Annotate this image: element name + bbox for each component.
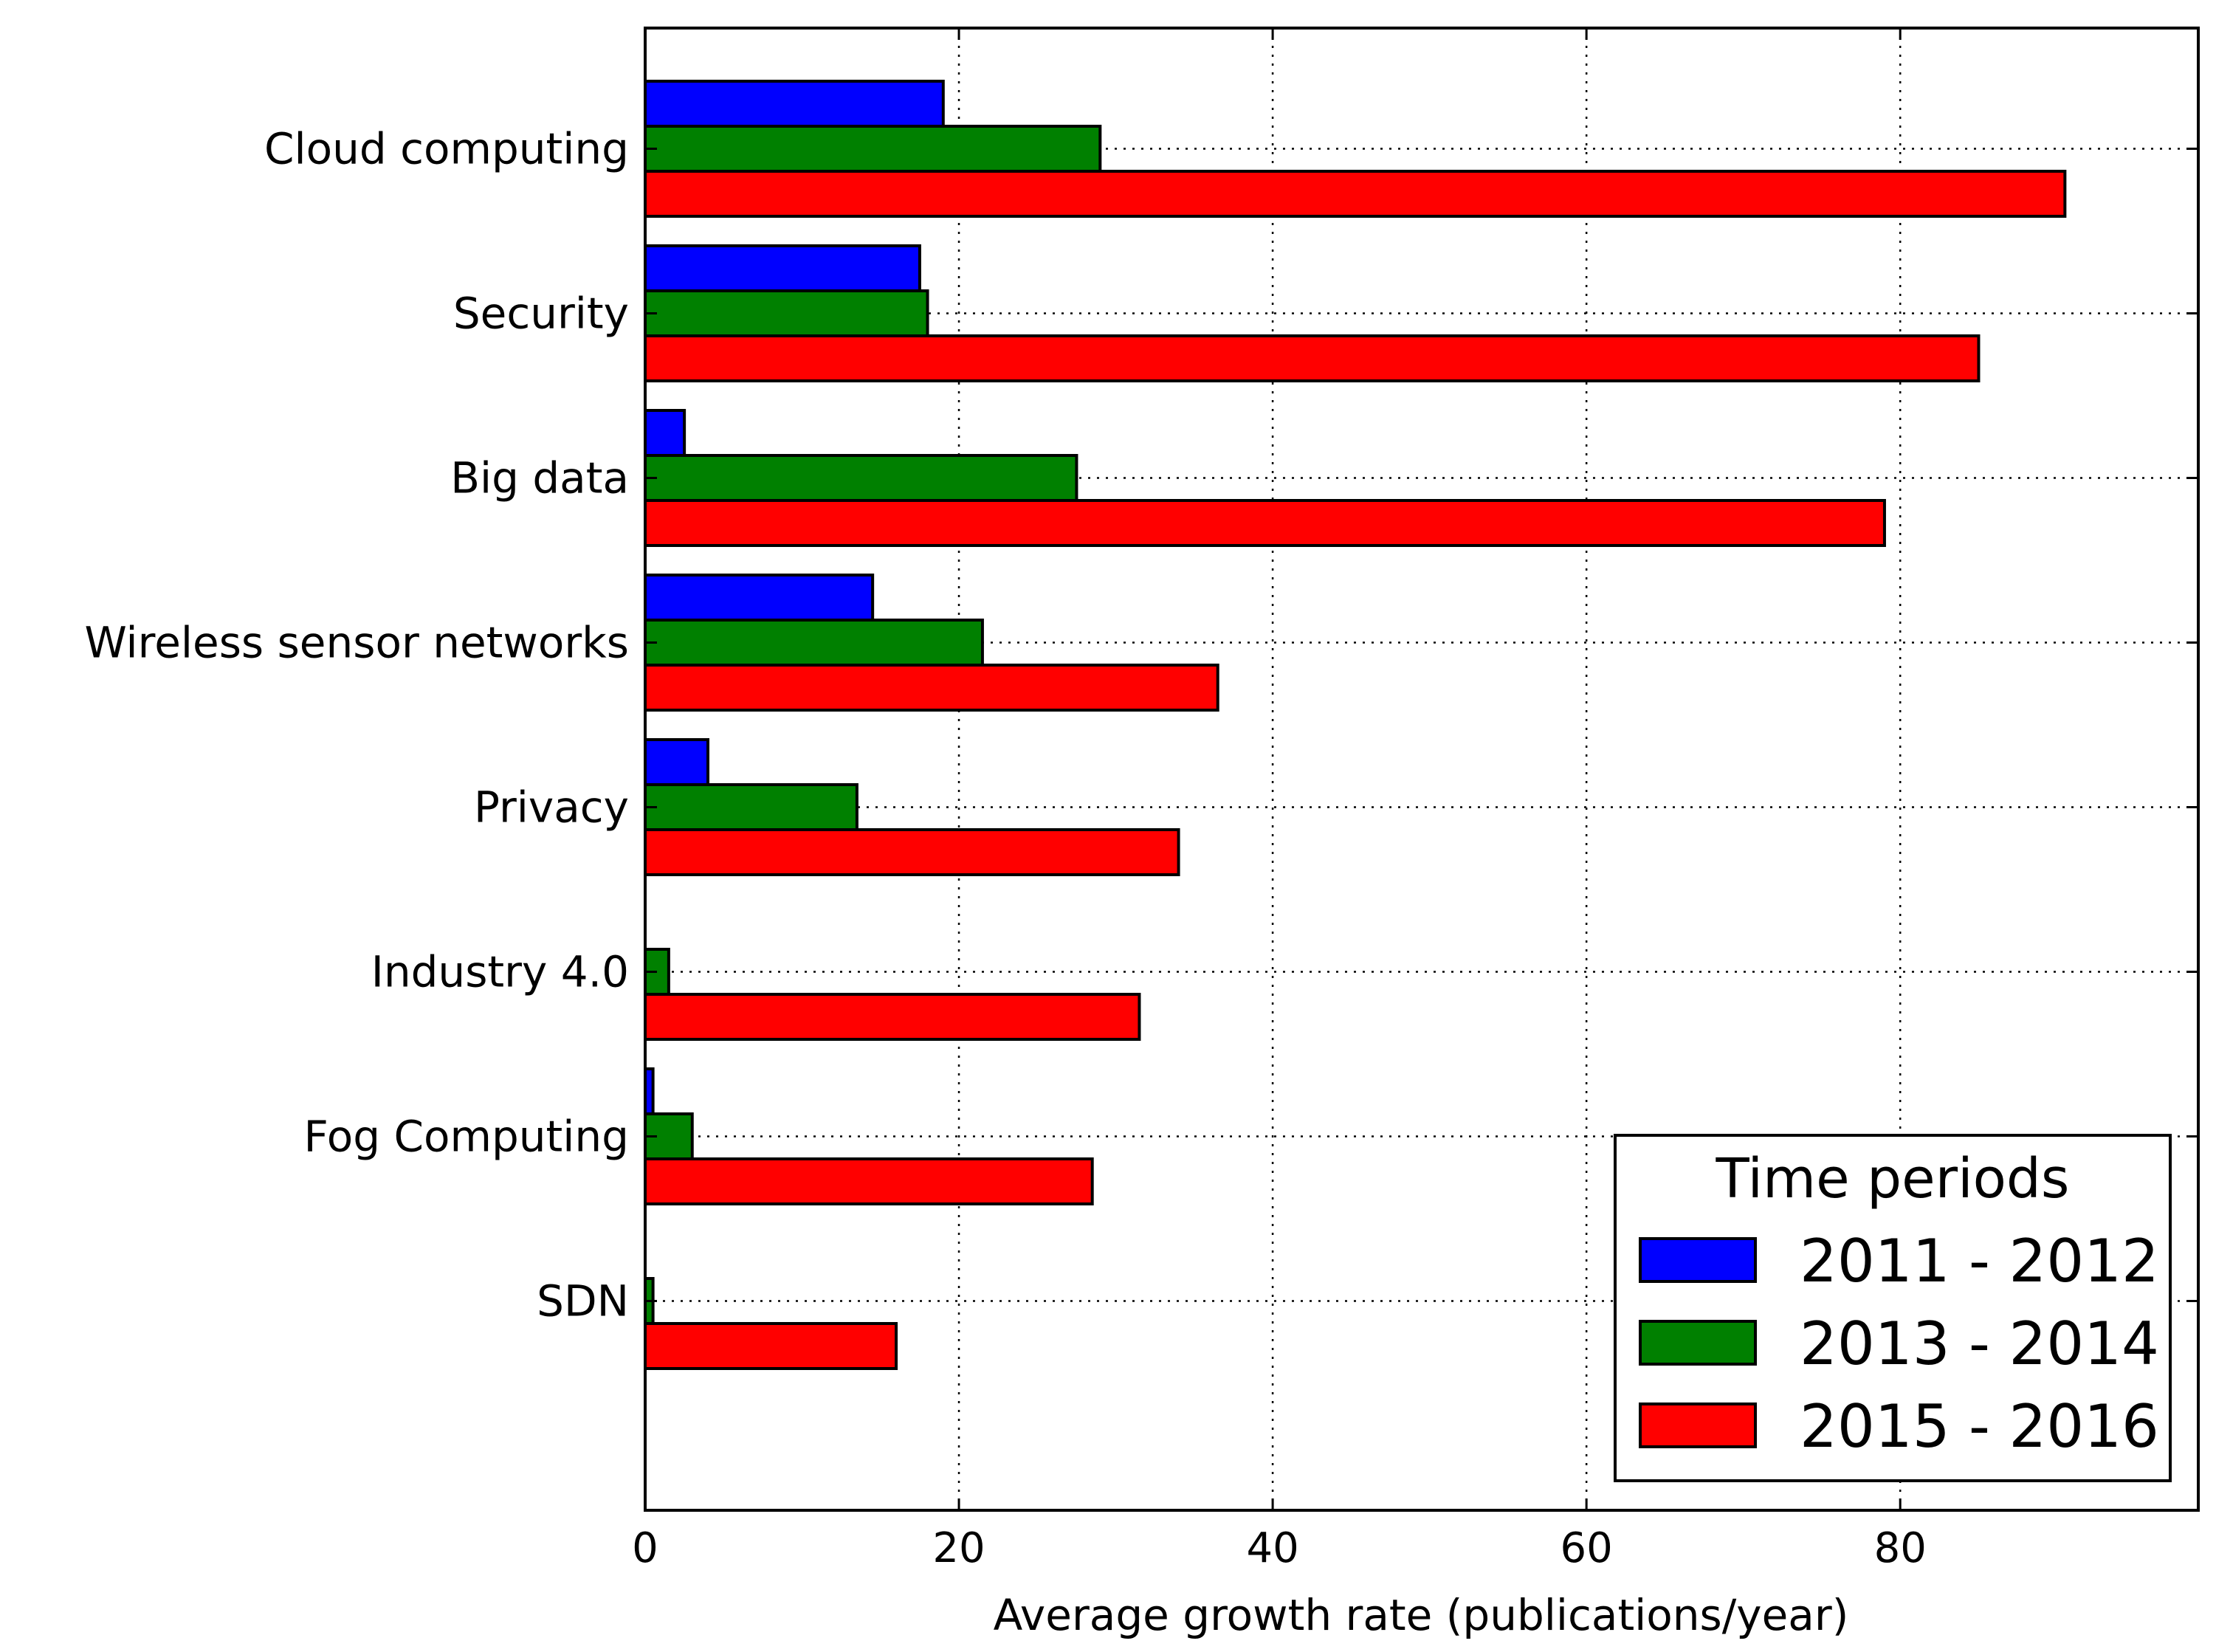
bars xyxy=(644,80,2067,1370)
bar-cloud-computing-2015-2016 xyxy=(644,170,2067,218)
category-label-security: Security xyxy=(453,289,629,339)
bar-cloud-computing-2011-2012 xyxy=(644,80,945,128)
legend: Time periods 2011 - 2012 2013 - 2014 2015 … xyxy=(1614,1134,2172,1482)
category-label-cloud-computing: Cloud computing xyxy=(264,124,629,174)
x-tick-label: 0 xyxy=(632,1524,658,1572)
category-label-privacy: Privacy xyxy=(474,782,629,833)
bar-security-2013-2014 xyxy=(644,289,929,337)
bar-wireless-sensor-networks-2011-2012 xyxy=(644,574,875,622)
legend-swatch-2013-2014 xyxy=(1639,1320,1757,1366)
bar-big-data-2015-2016 xyxy=(644,499,1886,547)
x-tick-label: 20 xyxy=(932,1524,985,1572)
bar-big-data-2013-2014 xyxy=(644,454,1078,502)
legend-label-2015-2016: 2015 - 2016 xyxy=(1800,1392,2159,1461)
plot-area-frame xyxy=(644,27,2200,1512)
bar-privacy-2011-2012 xyxy=(644,738,710,786)
x-tick-label: 80 xyxy=(1874,1524,1927,1572)
bar-privacy-2015-2016 xyxy=(644,828,1180,876)
x-tick-label: 60 xyxy=(1561,1524,1613,1572)
bar-industry-4-0-2015-2016 xyxy=(644,993,1141,1041)
legend-swatch-2011-2012 xyxy=(1639,1237,1757,1283)
axis-ticks xyxy=(644,28,2198,1510)
bar-sdn-2015-2016 xyxy=(644,1322,898,1370)
legend-items: 2011 - 2012 2013 - 2014 2015 - 2016 xyxy=(1639,1227,2159,1461)
bar-wireless-sensor-networks-2013-2014 xyxy=(644,619,984,667)
axis-labels: 0 20 40 60 80 Cloud computing Security Big data… xyxy=(84,124,1926,1573)
bar-security-2015-2016 xyxy=(644,334,1981,382)
bar-fog-computing-2015-2016 xyxy=(644,1157,1094,1205)
bar-privacy-2013-2014 xyxy=(644,783,858,831)
category-label-wireless-sensor-networks: Wireless sensor networks xyxy=(84,618,629,668)
category-label-big-data: Big data xyxy=(450,453,629,503)
bar-big-data-2011-2012 xyxy=(644,409,687,457)
x-tick-label: 40 xyxy=(1246,1524,1298,1572)
bar-cloud-computing-2013-2014 xyxy=(644,125,1102,173)
bar-wireless-sensor-networks-2015-2016 xyxy=(644,664,1219,712)
category-label-fog-computing: Fog Computing xyxy=(303,1112,629,1162)
x-axis-title: Average growth rate (publications/year) xyxy=(994,1590,1849,1640)
bar-security-2011-2012 xyxy=(644,244,921,292)
legend-label-2011-2012: 2011 - 2012 xyxy=(1800,1227,2159,1295)
legend-swatch-2015-2016 xyxy=(1639,1403,1757,1448)
category-label-sdn: SDN xyxy=(537,1276,629,1326)
legend-label-2013-2014: 2013 - 2014 xyxy=(1800,1309,2159,1378)
category-label-industry-4-0: Industry 4.0 xyxy=(371,947,629,997)
legend-title: Time periods xyxy=(1716,1147,2070,1211)
